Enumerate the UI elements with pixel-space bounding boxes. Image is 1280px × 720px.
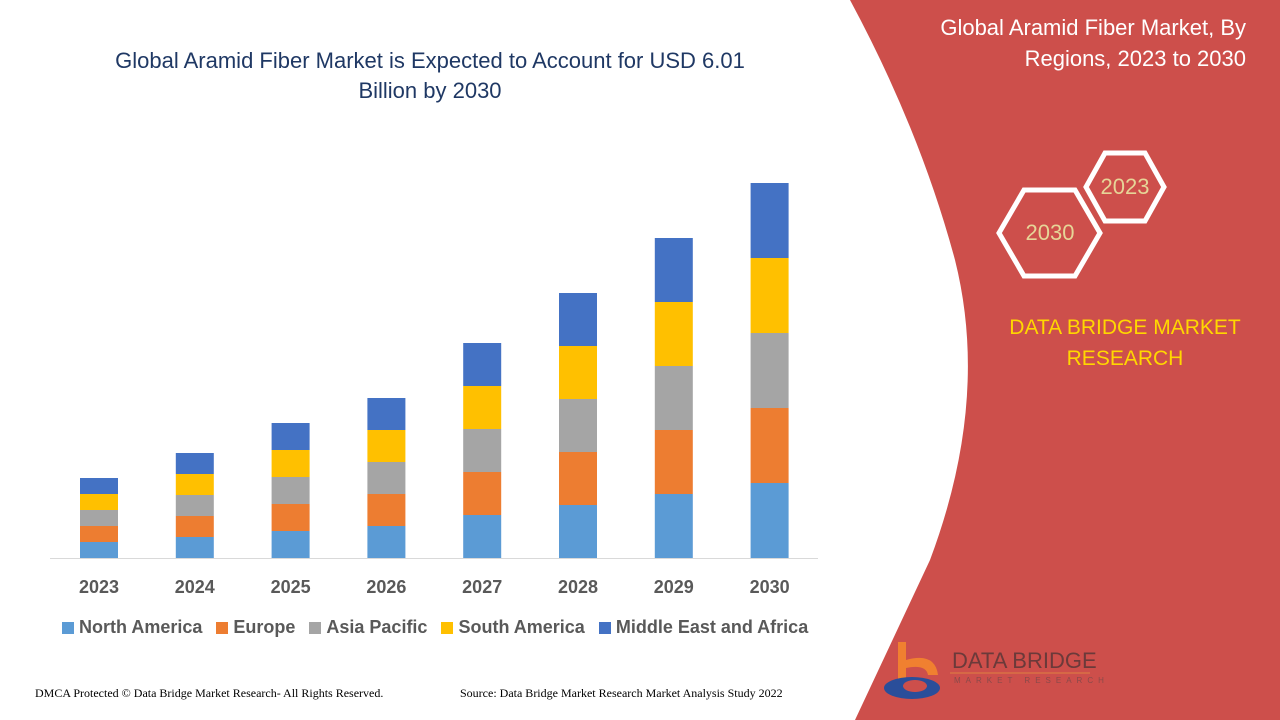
bar-segment-2028-europe — [559, 452, 597, 505]
brand-name: DATA BRIDGE MARKET RESEARCH — [1009, 316, 1241, 370]
bar-segment-2026-south-america — [367, 430, 406, 462]
bar-segment-2027-europe — [463, 472, 502, 515]
legend-label: North America — [79, 617, 203, 637]
bar-segment-2030-europe — [750, 408, 789, 483]
hex-year-2030: 2030 — [1025, 220, 1075, 245]
bar-segment-2027-middle-east-and-africa — [463, 343, 502, 386]
x-tick-label: 2027 — [462, 577, 502, 597]
legend-label: Middle East and Africa — [615, 617, 809, 637]
bar-segment-2026-europe — [367, 494, 406, 526]
bar-segment-2030-north-america — [750, 483, 789, 558]
bar-segment-2029-north-america — [654, 494, 693, 558]
red-panel — [850, 0, 1280, 720]
bar-segment-2024-north-america — [175, 537, 214, 558]
legend-swatch — [309, 621, 322, 634]
bar-segment-2029-europe — [654, 430, 693, 494]
x-tick-label: 2023 — [79, 577, 119, 597]
hex-year-2023: 2023 — [1100, 174, 1150, 199]
bar-segment-2023-europe — [80, 526, 118, 542]
hexagon-2030 — [996, 187, 1103, 279]
bar-segment-2028-asia-pacific — [559, 399, 597, 452]
bar-segment-2026-asia-pacific — [367, 462, 406, 494]
bar-segment-2028-middle-east-and-africa — [559, 293, 597, 346]
x-tick-label: 2025 — [271, 577, 311, 597]
footer-source: Source: Data Bridge Market Research Mark… — [460, 686, 783, 700]
bar-segment-2030-middle-east-and-africa — [750, 183, 789, 258]
bar-segment-2030-asia-pacific — [750, 333, 789, 408]
bar-segment-2030-south-america — [750, 258, 789, 333]
chart-title: Global Aramid Fiber Market is Expected t… — [115, 48, 745, 103]
hexagon-2023 — [1083, 150, 1167, 224]
legend: North America Europe Asia Pacific South … — [62, 617, 808, 638]
bar-segment-2028-north-america — [559, 505, 597, 558]
x-tick-label: 2030 — [750, 577, 790, 597]
bar-segment-2027-south-america — [463, 386, 502, 429]
footer-copyright: DMCA Protected © Data Bridge Market Rese… — [35, 686, 384, 700]
bar-segment-2023-asia-pacific — [80, 510, 118, 526]
bar-segment-2023-north-america — [80, 542, 118, 558]
bar-segment-2028-south-america — [559, 346, 597, 399]
bar-segment-2025-middle-east-and-africa — [271, 423, 310, 450]
bar-segment-2027-north-america — [463, 515, 502, 558]
bar-segment-2024-asia-pacific — [175, 495, 214, 516]
x-tick-label: 2029 — [654, 577, 694, 597]
x-tick-label: 2024 — [175, 577, 215, 597]
legend-item: South America — [441, 617, 585, 638]
bar-segment-2025-asia-pacific — [271, 477, 310, 504]
legend-label: Europe — [233, 617, 296, 637]
logo-text: DATA BRIDGE — [952, 648, 1097, 673]
x-tick-label: 2026 — [366, 577, 406, 597]
legend-swatch — [62, 621, 74, 634]
bar-segment-2024-middle-east-and-africa — [175, 453, 214, 474]
bar-segment-2026-north-america — [367, 526, 406, 558]
panel-title: Global Aramid Fiber Market, By Regions, … — [940, 15, 1246, 71]
bar-segment-2027-asia-pacific — [463, 429, 502, 472]
logo-icon — [884, 642, 1090, 699]
bar-segment-2025-europe — [271, 504, 310, 531]
bar-segment-2024-europe — [175, 516, 214, 537]
legend-item: Middle East and Africa — [598, 617, 809, 638]
stacked-bar-chart: 2023 2024 2025 2026 2027 2028 2029 2030 — [50, 183, 818, 597]
x-tick-label: 2028 — [558, 577, 598, 597]
bar-segment-2025-north-america — [271, 531, 310, 558]
legend-swatch — [441, 621, 454, 634]
legend-item: North America — [62, 617, 202, 638]
legend-item: Asia Pacific — [309, 617, 427, 638]
legend-item: Europe — [216, 617, 295, 638]
legend-swatch — [598, 621, 611, 634]
bar-segment-2025-south-america — [271, 450, 310, 477]
bar-segment-2026-middle-east-and-africa — [367, 398, 406, 430]
bar-segment-2029-middle-east-and-africa — [654, 238, 693, 302]
logo-subtext: MARKET RESEARCH — [954, 676, 1109, 685]
legend-label: South America — [458, 617, 585, 637]
legend-swatch — [216, 621, 229, 634]
bar-segment-2029-south-america — [654, 302, 693, 366]
bar-segment-2024-south-america — [175, 474, 214, 495]
bar-segment-2029-asia-pacific — [654, 366, 693, 430]
bar-segment-2023-middle-east-and-africa — [80, 478, 118, 494]
legend-label: Asia Pacific — [326, 617, 428, 637]
bar-segment-2023-south-america — [80, 494, 118, 510]
